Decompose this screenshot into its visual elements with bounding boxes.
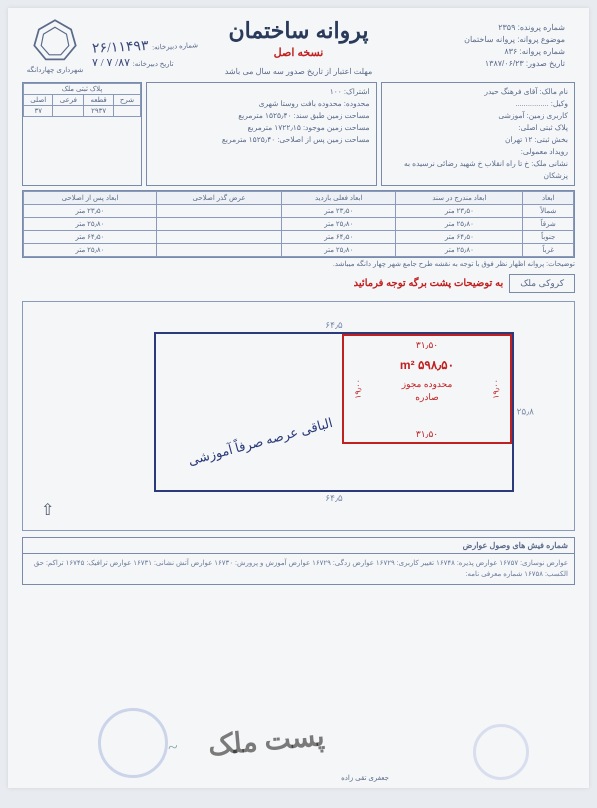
plak-head: پلاک ثبتی ملک xyxy=(24,84,141,95)
inner-dim-left: ۱۹٫۰۰ xyxy=(353,379,362,399)
event: رویداد معمولی: xyxy=(388,146,568,158)
dim-north: ۶۴٫۵ xyxy=(325,320,342,331)
address: نشانی ملک: خ تا راه انقلاب خ شهید رضائی … xyxy=(388,158,568,182)
dimensions-table: ابعاد ابعاد مندرج در سند ابعاد فعلی بازد… xyxy=(23,191,574,257)
plak-block: پلاک ثبتی ملک شرح قطعه فرعی اصلی ۲۹۳۷ ۳۷ xyxy=(22,82,142,186)
inner-dim-top: ۳۱٫۵۰ xyxy=(416,340,438,351)
stamp-icon xyxy=(473,724,529,780)
permit-area: ۵۹۸٫۵۰ m² xyxy=(400,358,454,372)
header: شماره پرونده: ۲۳۵۹ موضوع پروانه: پروانه … xyxy=(22,18,575,59)
dims-note: توضیحات: پروانه اظهار نظر فوق با توجه به… xyxy=(22,260,575,268)
municipality-logo-icon xyxy=(32,18,78,64)
dim-south: ۶۴٫۵ xyxy=(325,493,342,504)
signer-name: جعفری تقی زاده xyxy=(341,774,389,782)
meta-permit: شماره پروانه: ۸۳۶ xyxy=(464,46,565,58)
fees-body: عوارض نوسازی: ۱۶۷۵۷ عوارض پذیره: ۱۶۷۴۸ ت… xyxy=(22,554,575,585)
table-row: غرباً۲۵٫۸۰ متر۲۵٫۸۰ متر۲۵٫۸۰ متر xyxy=(24,244,574,257)
district: بخش ثبتی: ۱۲ تهران xyxy=(388,134,568,146)
meta-subject: موضوع پروانه: پروانه ساختمان xyxy=(464,34,565,46)
table-row: شرقاً۲۵٫۸۰ متر۲۵٫۸۰ متر۲۵٫۸۰ متر xyxy=(24,218,574,231)
org-name: شهرداری چهاردانگه xyxy=(26,66,84,74)
permit-boundary: ۳۱٫۵۰ ۳۱٫۵۰ ۱۹٫۰۰ ۱۹٫۰۰ ۵۹۸٫۵۰ m² محدوده… xyxy=(342,334,512,444)
table-row: جنوباً۶۴٫۵۰ متر۶۴٫۵۰ متر۶۴٫۵۰ متر xyxy=(24,231,574,244)
area-deed: مساحت زمین طبق سند: ۱۵۲۵٫۴۰ مترمربع xyxy=(153,110,370,122)
dimensions-block: ابعاد ابعاد مندرج در سند ابعاد فعلی بازد… xyxy=(22,190,575,258)
land-use: کاربری زمین: آموزشی xyxy=(388,110,568,122)
registry-date: تاریخ دبیرخانه: ۸۷/ ۷ / ۷ xyxy=(92,56,174,69)
owner-block: نام مالک: آقای فرهنگ حیدر وکیل: ........… xyxy=(381,82,575,186)
area-after: مساحت زمین پس از اصلاحی: ۱۵۲۵٫۴۰ مترمربع xyxy=(153,134,370,146)
zone: محدوده: محدوده بافت روستا شهری xyxy=(153,98,370,110)
site-plan: ۶۴٫۵ ۶۴٫۵ ۲۵٫۸ ۳۱٫۵۰ ۳۱٫۵۰ ۱۹٫۰۰ ۱۹٫۰۰ ۵… xyxy=(22,301,575,531)
document-page: شماره پرونده: ۲۳۵۹ موضوع پروانه: پروانه … xyxy=(8,8,589,788)
dim-east: ۲۵٫۸ xyxy=(517,407,534,418)
owner-agent: وکیل: ................ xyxy=(388,98,568,110)
share: اشتراک: ۱۰۰ xyxy=(153,86,370,98)
area-exist: مساحت زمین موجود: ۱۷۲۲٫۱۵ مترمربع xyxy=(153,122,370,134)
watermark-text: پست ملک xyxy=(207,719,326,763)
stamp-icon xyxy=(98,708,168,778)
permit-text: محدوده مجوز صادره xyxy=(402,378,453,403)
signature: ~ xyxy=(167,736,180,758)
main-plak: پلاک ثبتی اصلی: xyxy=(388,122,568,134)
plak-table: پلاک ثبتی ملک شرح قطعه فرعی اصلی ۲۹۳۷ ۳۷ xyxy=(23,83,141,117)
croquis-row: کروکی ملک به توضیحات پشت برگه توجه فرمائ… xyxy=(22,274,575,293)
fees-header: شماره فیش های وصول عوارض xyxy=(22,537,575,554)
croquis-label: کروکی ملک xyxy=(509,274,575,293)
inner-dim-right: ۱۹٫۰۰ xyxy=(492,379,501,399)
meta-date: تاریخ صدور: ۱۳۸۷/۰۶/۲۳ xyxy=(464,58,565,70)
back-note: به توضیحات پشت برگه توجه فرمائید xyxy=(354,278,504,289)
remaining-use-note: الباقی عرصه صرفاً آموزشی xyxy=(186,415,334,469)
fees-block: شماره فیش های وصول عوارض عوارض نوسازی: ۱… xyxy=(22,537,575,585)
north-arrow-icon: ⇧ xyxy=(41,500,54,520)
info-row: نام مالک: آقای فرهنگ حیدر وکیل: ........… xyxy=(22,82,575,186)
meta-block: شماره پرونده: ۲۳۵۹ موضوع پروانه: پروانه … xyxy=(464,22,565,70)
table-row: شمالاً۲۳٫۵۰ متر۲۳٫۵۰ متر۲۳٫۵۰ متر xyxy=(24,205,574,218)
lot-boundary: ۶۴٫۵ ۶۴٫۵ ۲۵٫۸ ۳۱٫۵۰ ۳۱٫۵۰ ۱۹٫۰۰ ۱۹٫۰۰ ۵… xyxy=(154,332,514,492)
inner-dim-bottom: ۳۱٫۵۰ xyxy=(416,429,438,440)
land-block: اشتراک: ۱۰۰ محدوده: محدوده بافت روستا شه… xyxy=(146,82,377,186)
meta-file: شماره پرونده: ۲۳۵۹ xyxy=(464,22,565,34)
owner-name: نام مالک: آقای فرهنگ حیدر xyxy=(388,86,568,98)
